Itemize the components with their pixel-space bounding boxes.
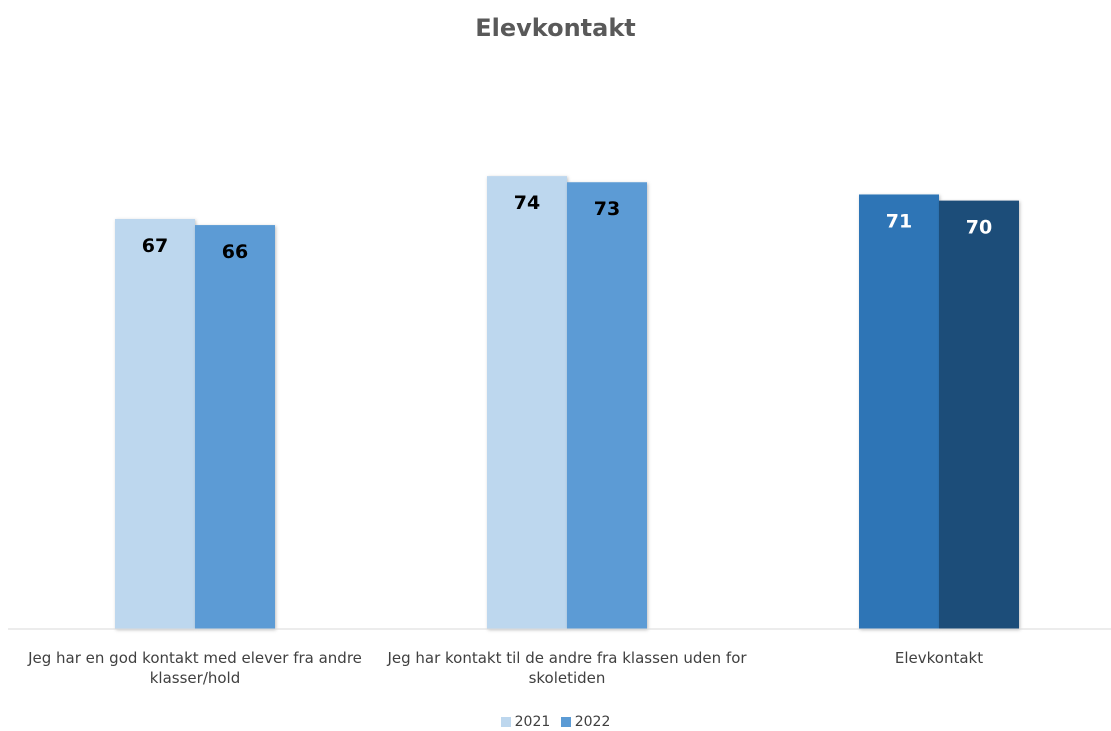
bar-2021-cat-2 — [487, 176, 567, 629]
bar-2022-cat-3 — [939, 200, 1019, 629]
legend-swatch-2022 — [560, 717, 571, 727]
bar-2021-cat-3 — [859, 194, 939, 630]
category-label-3: Elevkontakt — [894, 649, 984, 667]
bar-2021-cat-1 — [115, 218, 195, 629]
data-label-2022-cat-1: 66 — [222, 241, 248, 263]
data-label-2021-cat-3: 71 — [886, 210, 912, 232]
bar-2022-cat-2 — [567, 182, 647, 630]
legend-item-2021: 2021 — [500, 714, 551, 730]
legend-label-2021: 2021 — [514, 714, 551, 730]
data-label-2021-cat-1: 67 — [142, 235, 168, 257]
chart-title: Elevkontakt — [475, 14, 636, 42]
bars-group: 67 66 74 73 71 70 — [115, 176, 1019, 630]
legend: 2021 2022 — [0, 714, 1111, 730]
data-label-2022-cat-3: 70 — [966, 217, 992, 239]
bar-2022-cat-1 — [195, 225, 275, 629]
category-label-2: Jeg har kontakt til de andre fra klassen… — [387, 649, 747, 687]
category-label-1: Jeg har en god kontakt med elever fra an… — [28, 649, 362, 687]
data-label-2022-cat-2: 73 — [594, 198, 620, 220]
legend-item-2022: 2022 — [560, 714, 611, 730]
legend-swatch-2021 — [500, 717, 511, 727]
bar-chart: 67 66 74 73 71 70 — [8, 176, 1111, 630]
legend-label-2022: 2022 — [574, 714, 611, 730]
data-label-2021-cat-2: 74 — [514, 192, 540, 214]
